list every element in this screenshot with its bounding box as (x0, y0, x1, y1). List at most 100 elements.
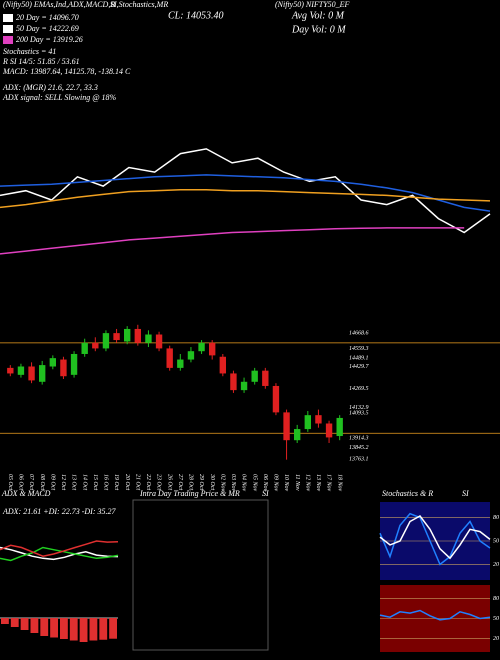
adx-values: ADX: 21.61 +DI: 22.73 -DI: 35.27 (2, 507, 116, 516)
legend-swatch (3, 14, 13, 22)
x-tick-label: 22 Oct (145, 474, 151, 490)
stat-line: R SI 14/5: 51.85 / 53.61 (2, 57, 80, 66)
histogram-bar (109, 618, 117, 639)
y-tick-label: 14093.5 (349, 410, 369, 417)
candle-body (336, 417, 343, 437)
series-line (379, 609, 491, 621)
panel-title: ADX & MACD (1, 489, 51, 498)
candle-body (134, 328, 141, 343)
x-tick-label: 14 Oct (81, 474, 88, 490)
candle-body (145, 334, 152, 343)
candle-body (81, 342, 88, 354)
candle-body (70, 353, 78, 375)
x-tick-label: 11 Nov (294, 474, 300, 491)
candle-body (124, 328, 131, 342)
candle-body (198, 342, 205, 352)
series-line (0, 189, 491, 209)
x-tick-label: 15 Oct (92, 474, 98, 490)
x-tick-label: 03 Nov (230, 474, 236, 492)
candle-body (230, 373, 237, 391)
x-tick-label: 28 Oct (188, 474, 194, 490)
panel-title: Stochastics & R (382, 489, 433, 498)
series-line (379, 512, 491, 566)
candle-body (166, 348, 173, 368)
x-tick-label: 04 Nov (241, 474, 248, 492)
candle-body (187, 351, 195, 360)
y-tick-label: 80 (493, 596, 499, 602)
legend-label: 20 Day = 14096.70 (16, 13, 79, 22)
candle-body (209, 342, 216, 356)
legend-label: 200 Day = 13919.26 (16, 35, 83, 44)
histogram-bar (40, 618, 49, 636)
panel-title: SI (462, 489, 469, 498)
x-tick-label: 12 Oct (60, 474, 66, 490)
histogram-bar (69, 618, 78, 641)
close-price: CL: 14053.40 (168, 10, 224, 21)
x-tick-label: 13 Nov (315, 474, 321, 492)
candle-body (7, 367, 14, 374)
y-tick-label: 14429.7 (349, 363, 370, 370)
candle-body (102, 333, 110, 349)
y-tick-label: 14489.1 (349, 355, 369, 362)
candle-body (28, 366, 35, 381)
intraday-frame (132, 499, 269, 651)
candle-body (262, 370, 269, 386)
histogram-bar (99, 618, 108, 640)
x-tick-label: 06 Nov (262, 474, 268, 492)
x-tick-label: 02 Nov (219, 474, 225, 492)
day-vol: Day Vol: 0 M (291, 24, 346, 35)
candle-body (283, 412, 290, 441)
stat-line: MACD: 13987.64, 14125.78, -138.14 C (2, 67, 131, 76)
legend-swatch (3, 25, 13, 33)
candle-body (219, 356, 226, 374)
x-tick-label: 27 Oct (177, 474, 183, 490)
x-tick-label: 30 Oct (209, 473, 215, 490)
panel-title: Intra Day Trading Price & MR (139, 489, 240, 498)
histogram-bar (50, 618, 58, 638)
candle-body (177, 359, 184, 368)
candle-body (49, 358, 56, 367)
series-line (379, 515, 491, 560)
histogram-bar (89, 618, 98, 641)
y-tick-label: 14132.9 (349, 404, 369, 411)
x-tick-label: 05 Oct (7, 474, 13, 490)
series-line (0, 540, 119, 557)
candle-body (92, 342, 99, 349)
title-mid: SI,Stochastics,MR (110, 0, 168, 9)
series-line (0, 227, 465, 255)
candle-body (60, 359, 67, 377)
histogram-bar (20, 618, 29, 630)
x-tick-label: 23 Oct (156, 474, 162, 490)
candle-body (113, 333, 120, 341)
histogram-bar (1, 618, 9, 624)
legend-label: 50 Day = 14222.69 (16, 24, 79, 33)
x-tick-label: 13 Oct (71, 474, 77, 490)
candle-body (272, 385, 280, 413)
stat-line: ADX: (MGR) 21.6, 22.7, 33.3 (2, 83, 98, 92)
x-tick-label: 17 Nov (326, 474, 332, 492)
legend-swatch (3, 36, 13, 44)
stat-line: Stochastics = 41 (3, 47, 56, 56)
x-tick-label: 05 Nov (251, 474, 257, 492)
candle-body (294, 429, 301, 441)
x-tick-label: 20 Oct (124, 474, 130, 490)
series-line (0, 546, 119, 562)
y-tick-label: 50 (493, 538, 499, 544)
histogram-bar (60, 618, 68, 639)
y-tick-label: 13845.2 (349, 444, 369, 451)
x-tick-label: 19 Oct (113, 474, 119, 490)
series-line (0, 174, 491, 212)
candle-body (240, 381, 248, 391)
x-tick-label: 10 Nov (283, 474, 289, 492)
y-tick-label: 13763.1 (349, 457, 369, 463)
histogram-bar (30, 618, 39, 633)
x-tick-label: 16 Oct (103, 474, 109, 490)
x-tick-label: 06 Oct (18, 474, 24, 490)
candle-body (315, 415, 322, 424)
x-tick-label: 09 Oct (49, 474, 55, 490)
stat-line: ADX signal: SELL Slowing @ 18% (2, 93, 117, 102)
x-tick-label: 21 Oct (134, 474, 140, 490)
title-left: (Nifty50) EMAs,Ind,ADX,MACD,B (3, 0, 115, 9)
